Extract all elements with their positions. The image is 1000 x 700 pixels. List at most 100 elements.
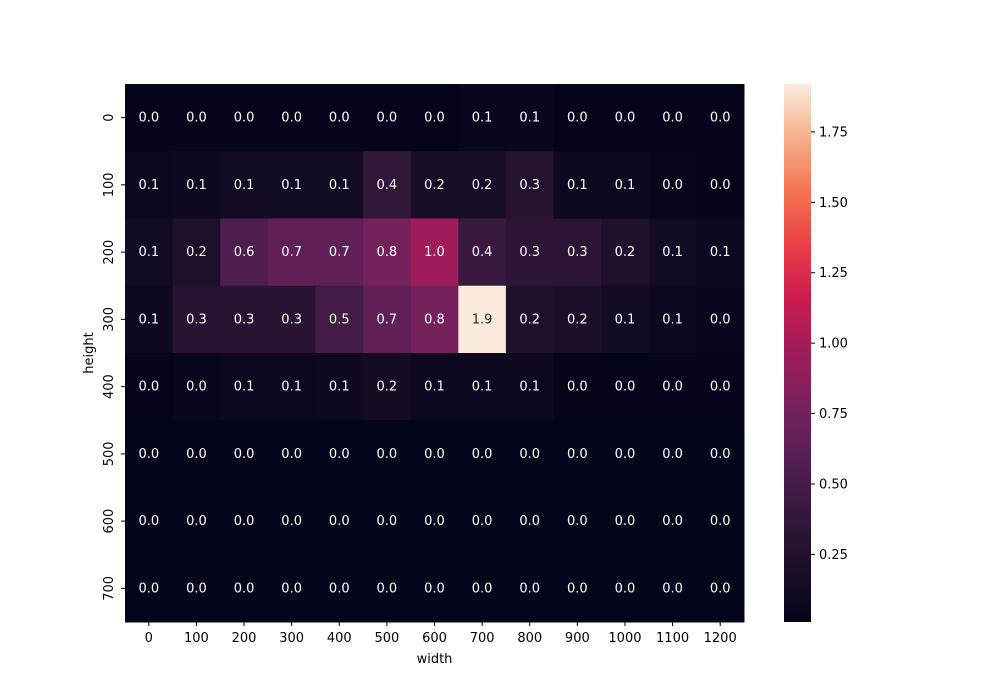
- colorbar-gradient: [784, 84, 811, 622]
- colorbar-tick-label: 0.75: [819, 407, 848, 422]
- heatmap-cell: [220, 285, 269, 354]
- heatmap-cell: [315, 353, 364, 421]
- heatmap-cell-label: 0.0: [281, 447, 302, 462]
- heatmap-cell-label: 0.0: [662, 111, 683, 126]
- heatmap-cell: [553, 420, 602, 488]
- colorbar-tick-label: 1.50: [819, 196, 848, 211]
- heatmap-cell-label: 0.0: [424, 581, 445, 596]
- y-tick-label: 400: [102, 374, 117, 399]
- heatmap-cell: [458, 84, 507, 152]
- heatmap-cell-label: 0.0: [186, 581, 207, 596]
- heatmap-cell: [267, 353, 316, 421]
- heatmap-cell-label: 0.4: [377, 178, 398, 193]
- heatmap-cell: [363, 420, 412, 488]
- heatmap-cell: [315, 151, 364, 219]
- heatmap-cell-label: 0.0: [710, 312, 731, 327]
- heatmap-cell: [696, 420, 745, 488]
- heatmap-cell-label: 0.0: [186, 514, 207, 529]
- y-tick-label: 700: [102, 576, 117, 601]
- heatmap-cell: [553, 218, 602, 287]
- heatmap-cell-label: 0.1: [424, 380, 445, 395]
- heatmap-cell: [267, 554, 316, 623]
- heatmap-cell-label: 0.0: [138, 581, 159, 596]
- heatmap-cell-label: 0.2: [519, 312, 540, 327]
- colorbar-tick-label: 1.25: [819, 266, 848, 281]
- heatmap-cell-label: 0.2: [424, 178, 445, 193]
- heatmap-cell-label: 0.1: [234, 380, 255, 395]
- heatmap-cell-label: 0.0: [567, 581, 588, 596]
- heatmap-cell-label: 0.0: [615, 111, 636, 126]
- heatmap-cell: [601, 554, 650, 623]
- heatmap-cell-label: 0.0: [567, 514, 588, 529]
- heatmap-cell-label: 0.0: [710, 447, 731, 462]
- y-tick-label: 300: [102, 307, 117, 332]
- colorbar: 0.25 0.50 0.75 1.00 1.25 1.50 1.75: [784, 84, 848, 622]
- heatmap-cell: [267, 218, 316, 287]
- heatmap-cell-label: 0.0: [234, 514, 255, 529]
- heatmap-cell: [220, 218, 269, 287]
- heatmap-cell-label: 0.0: [519, 581, 540, 596]
- x-tick-label: 300: [279, 631, 304, 646]
- x-tick-label: 700: [470, 631, 495, 646]
- heatmap-cell: [315, 84, 364, 152]
- heatmap-cell-label: 0.3: [567, 245, 588, 260]
- heatmap-cell: [125, 285, 174, 354]
- heatmap-cell-label: 0.0: [138, 514, 159, 529]
- heatmap-cell: [505, 554, 555, 623]
- y-axis: 0 100 200 300 400 500 600 700: [102, 113, 125, 601]
- heatmap-cell-label: 0.0: [424, 447, 445, 462]
- heatmap-cell-label: 0.2: [567, 312, 588, 327]
- heatmap-cell: [505, 151, 555, 219]
- y-axis-label: height: [82, 332, 97, 373]
- heatmap-cell: [315, 420, 364, 488]
- heatmap-cell: [505, 84, 555, 152]
- heatmap-cell: [125, 554, 174, 623]
- heatmap-cell: [172, 420, 221, 488]
- heatmap-cell: [172, 218, 221, 287]
- heatmap-cell: [410, 487, 459, 556]
- heatmap-cell: [696, 84, 745, 152]
- x-tick-label: 800: [517, 631, 542, 646]
- heatmap-cell: [553, 151, 602, 219]
- heatmap-cell: [172, 353, 221, 421]
- heatmap-cell: [648, 554, 697, 623]
- heatmap-cell: [505, 487, 555, 556]
- heatmap-cell: [458, 554, 507, 623]
- x-tick-label: 1200: [704, 631, 737, 646]
- heatmap-cell: [125, 151, 174, 219]
- heatmap-cell-label: 0.0: [377, 514, 398, 529]
- heatmap-cell-label: 0.0: [662, 581, 683, 596]
- heatmap-cell-label: 0.7: [329, 245, 350, 260]
- heatmap-cell: [601, 218, 650, 287]
- heatmap-cell: [553, 84, 602, 152]
- heatmap-cell: [696, 353, 745, 421]
- heatmap-cell-label: 0.0: [281, 514, 302, 529]
- heatmap-cell: [410, 285, 459, 354]
- heatmap-cell-label: 0.5: [329, 312, 350, 327]
- heatmap-cell: [553, 285, 602, 354]
- colorbar-tick-label: 0.25: [819, 548, 848, 563]
- heatmap-cell: [505, 420, 555, 488]
- heatmap-cell-label: 0.0: [710, 380, 731, 395]
- heatmap-cell-label: 0.0: [377, 581, 398, 596]
- x-tick-label: 100: [184, 631, 209, 646]
- heatmap-cell: [220, 487, 269, 556]
- heatmap-cell-label: 0.0: [281, 111, 302, 126]
- y-tick-label: 500: [102, 441, 117, 466]
- colorbar-tick-label: 0.50: [819, 477, 848, 492]
- heatmap-cell-label: 0.0: [615, 447, 636, 462]
- y-tick-label: 0: [102, 113, 117, 121]
- heatmap-cell-label: 0.1: [186, 178, 207, 193]
- colorbar-ticks: 0.25 0.50 0.75 1.00 1.25 1.50 1.75: [811, 125, 848, 563]
- heatmap-cell: [315, 218, 364, 287]
- heatmap-cell-label: 0.1: [329, 380, 350, 395]
- heatmap-cell: [363, 554, 412, 623]
- colorbar-tick-label: 1.00: [819, 337, 848, 352]
- heatmap-cell-label: 0.1: [138, 178, 159, 193]
- heatmap-cell: [220, 353, 269, 421]
- heatmap-cell: [172, 151, 221, 219]
- heatmap-cell: [505, 218, 555, 287]
- heatmap-cell: [601, 84, 650, 152]
- heatmap-cell: [410, 151, 459, 219]
- heatmap-cell-label: 0.0: [519, 514, 540, 529]
